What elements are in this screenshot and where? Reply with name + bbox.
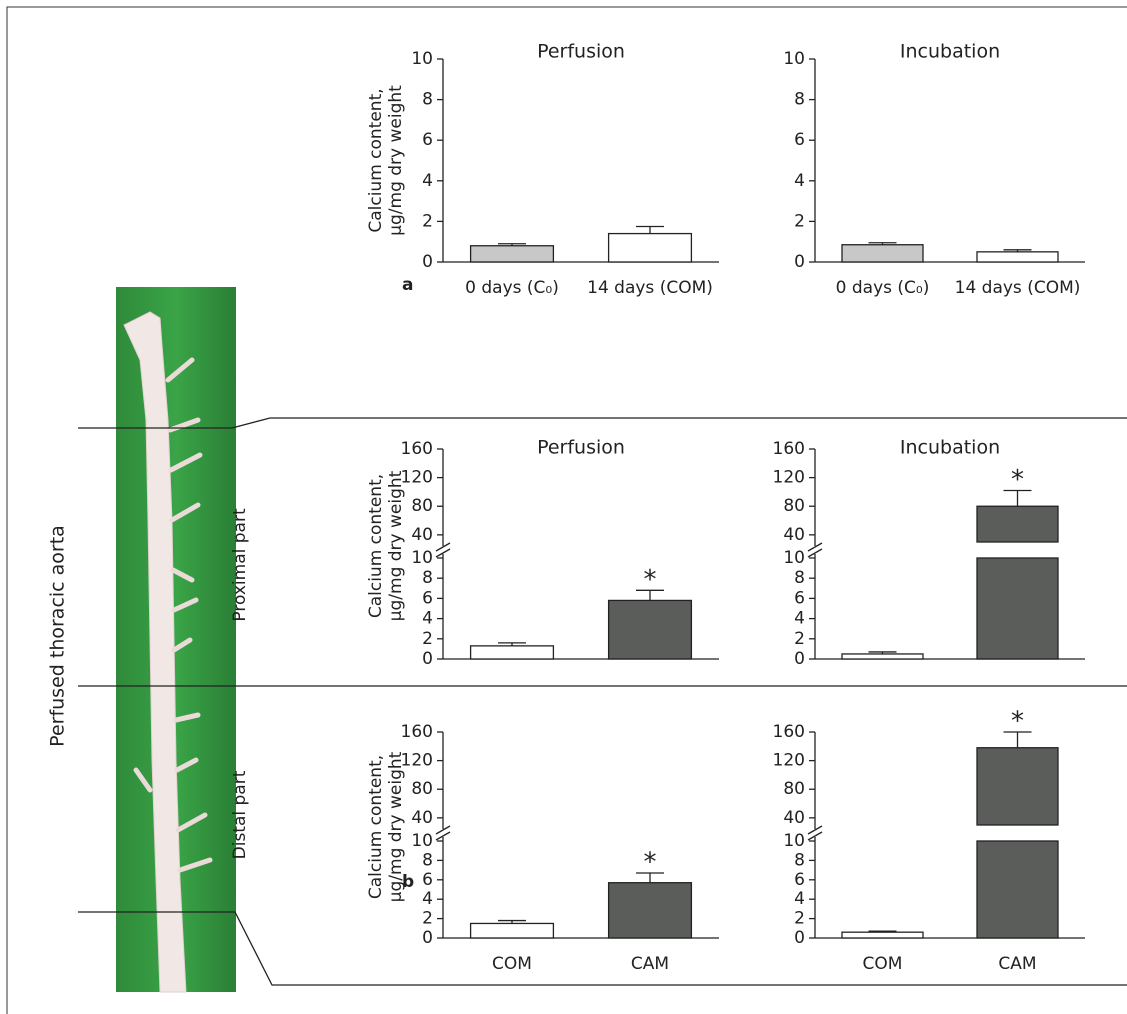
bar bbox=[471, 246, 554, 262]
y-tick-label: 8 bbox=[794, 568, 805, 588]
y-tick-label: 10 bbox=[783, 831, 805, 851]
y-axis-label: Calcium content, bbox=[366, 88, 386, 232]
y-tick-label: 160 bbox=[773, 722, 805, 742]
y-tick-label: 40 bbox=[783, 525, 805, 545]
bar bbox=[609, 234, 692, 262]
y-tick-label: 10 bbox=[411, 49, 433, 69]
x-tick-label: 0 days (C₀) bbox=[465, 278, 559, 298]
y-tick-label: 0 bbox=[794, 252, 805, 272]
bar bbox=[977, 252, 1058, 262]
chart-title: Perfusion bbox=[537, 41, 625, 63]
y-tick-label: 4 bbox=[422, 889, 433, 909]
panel-label: a bbox=[402, 275, 413, 295]
y-tick-label: 0 bbox=[422, 252, 433, 272]
y-axis-label: Calcium content, bbox=[366, 755, 386, 899]
y-tick-label: 6 bbox=[422, 130, 433, 150]
bar bbox=[977, 506, 1058, 542]
side-label: Perfused thoracic aorta bbox=[47, 525, 69, 747]
y-tick-label: 6 bbox=[794, 588, 805, 608]
y-tick-label: 8 bbox=[794, 90, 805, 110]
bar bbox=[842, 245, 923, 262]
y-tick-label: 4 bbox=[422, 609, 433, 629]
y-tick-label: 0 bbox=[794, 649, 805, 669]
aorta-photo bbox=[116, 287, 236, 992]
x-tick-label: COM bbox=[863, 954, 903, 974]
y-axis-label: µg/mg dry weight bbox=[386, 751, 406, 902]
y-tick-label: 80 bbox=[411, 779, 433, 799]
y-tick-label: 80 bbox=[783, 496, 805, 516]
y-tick-label: 4 bbox=[794, 171, 805, 191]
bar bbox=[977, 841, 1058, 938]
y-axis-label: Calcium content, bbox=[366, 474, 386, 618]
y-tick-label: 80 bbox=[411, 496, 433, 516]
y-tick-label: 6 bbox=[422, 588, 433, 608]
bar bbox=[609, 600, 692, 659]
y-tick-label: 6 bbox=[794, 870, 805, 890]
significance-marker: * bbox=[644, 848, 657, 878]
bar bbox=[977, 748, 1058, 825]
x-tick-label: 0 days (C₀) bbox=[836, 278, 930, 298]
x-tick-label: COM bbox=[492, 954, 532, 974]
y-tick-label: 8 bbox=[422, 568, 433, 588]
y-tick-label: 120 bbox=[773, 751, 805, 771]
y-tick-label: 120 bbox=[401, 751, 433, 771]
section-label: Distal part bbox=[230, 770, 250, 859]
y-axis-label: µg/mg dry weight bbox=[386, 470, 406, 621]
significance-marker: * bbox=[644, 565, 657, 595]
y-tick-label: 40 bbox=[411, 525, 433, 545]
chart-title: Incubation bbox=[900, 41, 1000, 63]
y-tick-label: 8 bbox=[422, 850, 433, 870]
y-tick-label: 2 bbox=[422, 629, 433, 649]
y-tick-label: 160 bbox=[401, 439, 433, 459]
y-tick-label: 40 bbox=[783, 808, 805, 828]
section-label: Proximal part bbox=[230, 508, 250, 622]
bar bbox=[842, 654, 923, 659]
chart-title: Perfusion bbox=[537, 437, 625, 459]
y-tick-label: 10 bbox=[783, 49, 805, 69]
x-tick-label: 14 days (COM) bbox=[955, 278, 1081, 298]
bar bbox=[977, 558, 1058, 659]
y-axis-label: µg/mg dry weight bbox=[386, 85, 406, 236]
y-tick-label: 0 bbox=[422, 649, 433, 669]
y-tick-label: 6 bbox=[422, 870, 433, 890]
y-tick-label: 8 bbox=[794, 850, 805, 870]
y-tick-label: 4 bbox=[794, 889, 805, 909]
y-tick-label: 6 bbox=[794, 130, 805, 150]
bar bbox=[471, 646, 554, 659]
y-tick-label: 10 bbox=[411, 548, 433, 568]
y-tick-label: 2 bbox=[422, 909, 433, 929]
y-tick-label: 160 bbox=[401, 722, 433, 742]
bar bbox=[842, 932, 923, 938]
y-tick-label: 0 bbox=[422, 928, 433, 948]
chart-title: Incubation bbox=[900, 437, 1000, 459]
y-tick-label: 2 bbox=[794, 211, 805, 231]
y-tick-label: 4 bbox=[422, 171, 433, 191]
y-tick-label: 10 bbox=[411, 831, 433, 851]
y-tick-label: 0 bbox=[794, 928, 805, 948]
y-tick-label: 2 bbox=[794, 629, 805, 649]
figure: Perfused thoracic aorta Proximal part Di… bbox=[0, 0, 1127, 1014]
significance-marker: * bbox=[1011, 465, 1024, 495]
y-tick-label: 8 bbox=[422, 90, 433, 110]
x-tick-label: CAM bbox=[998, 954, 1036, 974]
y-tick-label: 160 bbox=[773, 439, 805, 459]
bar bbox=[609, 883, 692, 938]
x-tick-label: 14 days (COM) bbox=[587, 278, 713, 298]
y-tick-label: 120 bbox=[401, 468, 433, 488]
y-tick-label: 120 bbox=[773, 468, 805, 488]
bar bbox=[471, 923, 554, 938]
y-tick-label: 2 bbox=[794, 909, 805, 929]
x-tick-label: CAM bbox=[631, 954, 669, 974]
y-tick-label: 80 bbox=[783, 779, 805, 799]
significance-marker: * bbox=[1011, 707, 1024, 737]
y-tick-label: 40 bbox=[411, 808, 433, 828]
y-tick-label: 2 bbox=[422, 211, 433, 231]
y-tick-label: 10 bbox=[783, 548, 805, 568]
y-tick-label: 4 bbox=[794, 609, 805, 629]
